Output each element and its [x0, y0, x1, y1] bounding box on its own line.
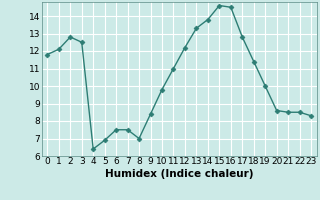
X-axis label: Humidex (Indice chaleur): Humidex (Indice chaleur)	[105, 169, 253, 179]
